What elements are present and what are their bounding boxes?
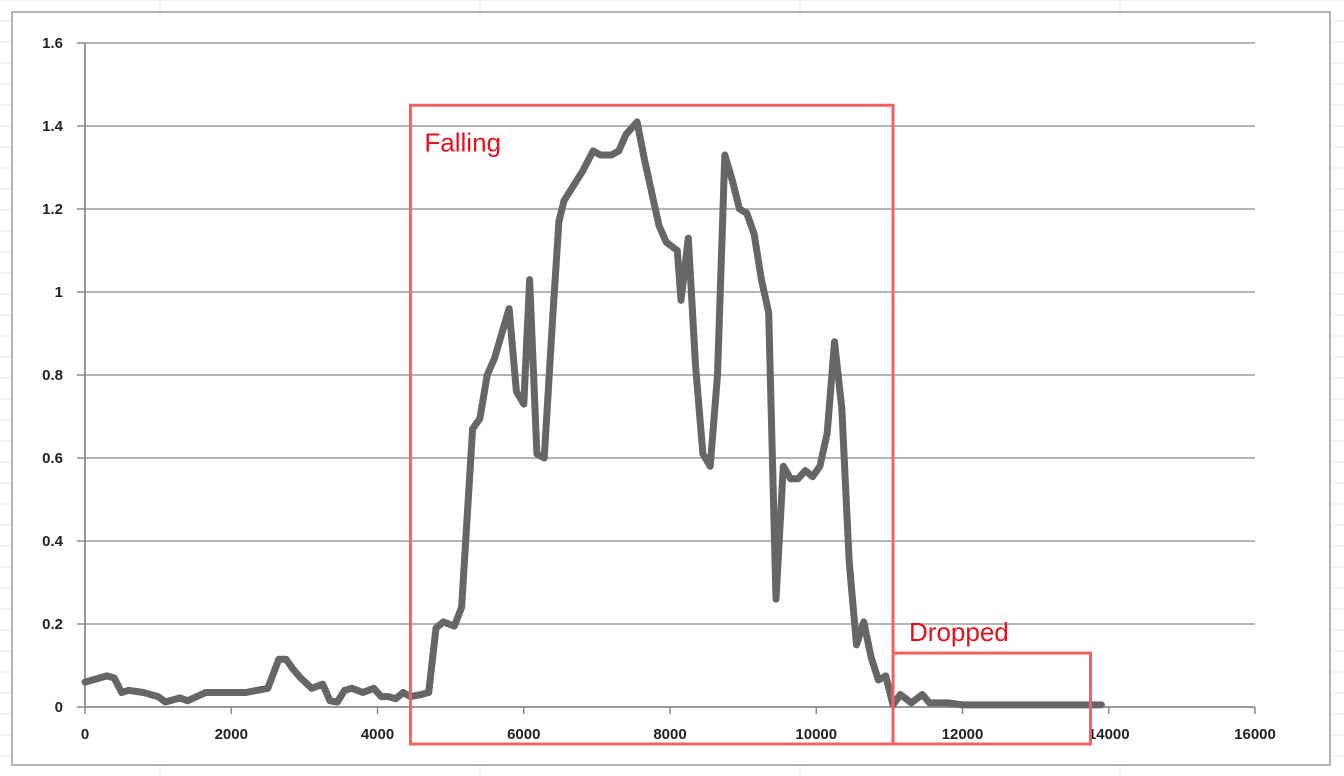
x-tick-label: 10000: [795, 726, 837, 743]
y-tick-label: 0.6: [42, 450, 63, 467]
y-tick-label: 0.8: [42, 367, 63, 384]
series-lines: [81, 118, 1105, 709]
x-tick-label: 12000: [942, 726, 984, 743]
y-tick-label: 0.2: [42, 616, 63, 633]
y-tick-label: 1: [55, 284, 63, 301]
annotation-box: [891, 651, 1092, 746]
annotation-label: Falling: [424, 127, 501, 157]
x-tick-label: 4000: [361, 726, 394, 743]
x-tick-label: 8000: [653, 726, 686, 743]
x-tick-label: 6000: [507, 726, 540, 743]
x-tick-label: 16000: [1234, 726, 1276, 743]
y-tick-label: 0.4: [42, 533, 64, 550]
y-axis-ticks: 0 0.2 0.4 0.6 0.8 1 1.2 1.4 1.6: [42, 35, 85, 716]
y-tick-label: 1.6: [42, 35, 63, 52]
x-axis-ticks: 0 2000 4000 6000 8000 10000 12000 14000 16000: [81, 707, 1276, 743]
x-tick-label: 14000: [1088, 726, 1130, 743]
x-tick-label: 0: [81, 726, 89, 743]
x-tick-label: 2000: [215, 726, 248, 743]
y-tick-label: 1.2: [42, 201, 63, 218]
annotation-label: Dropped: [909, 617, 1009, 647]
y-tick-label: 1.4: [42, 118, 64, 135]
series-line: [81, 118, 1105, 709]
annotation-box: [408, 103, 895, 746]
chart-frame: [11, 11, 1331, 766]
y-tick-label: 0: [55, 699, 63, 716]
gridlines: [85, 42, 1255, 625]
annotations: Falling Dropped: [408, 103, 1092, 746]
